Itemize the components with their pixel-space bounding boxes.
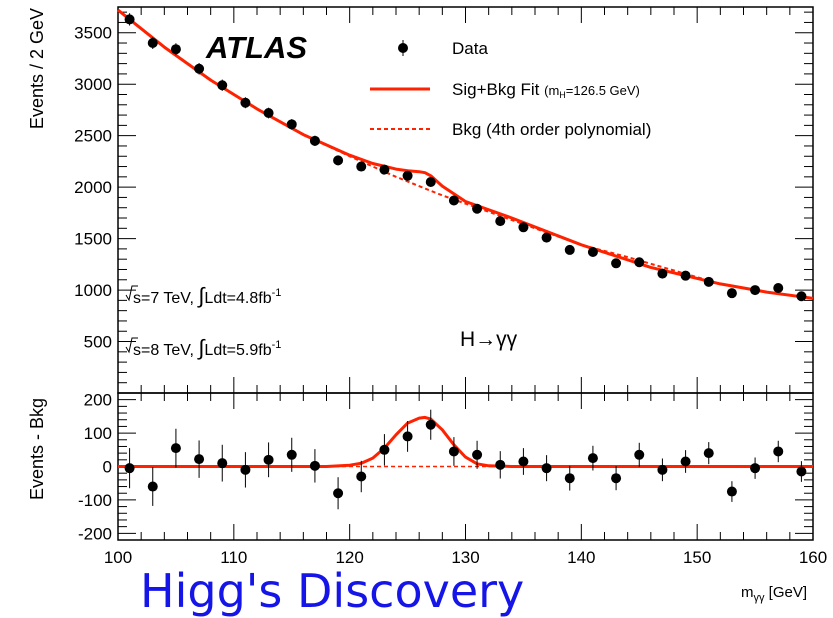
data-point [634,449,645,460]
y-tick-label: 3500 [74,24,112,43]
data-point [495,216,506,227]
y-tick-label: 500 [84,333,112,352]
data-point [194,63,205,74]
data-point [124,463,135,474]
data-point [680,456,691,467]
data-point [796,466,807,477]
data-point [750,285,761,296]
data-point [309,460,320,471]
x-tick-label: 160 [799,548,827,567]
data-point [703,448,714,459]
data-point [217,458,228,469]
data-point [611,473,622,484]
legend-data-label: Data [452,39,488,58]
y-tick-label: 2000 [74,178,112,197]
data-point [124,14,135,25]
x-tick-label: 100 [104,548,132,567]
y-tick-label: -100 [78,491,112,510]
data-point [726,288,737,299]
data-point [587,453,598,464]
slide-caption: Higg's Discovery [140,564,525,618]
data-point [333,155,344,166]
y-axis-title: Events / 2 GeV [27,8,47,129]
data-point [518,222,529,233]
data-point [773,446,784,457]
data-point [680,270,691,281]
y-tick-label: 100 [84,424,112,443]
data-point [240,464,251,475]
data-point [634,257,645,268]
data-point [286,119,297,130]
sqrt-symbol [125,337,138,354]
data-point [472,203,483,214]
data-point [379,444,390,455]
data-point [773,283,784,294]
data-point [796,291,807,302]
data-point [518,456,529,467]
data-point [541,232,552,243]
data-point [147,38,158,49]
data-point [726,486,737,497]
data-point [356,471,367,482]
experiment-label: ATLAS [205,30,307,65]
data-point [217,80,228,91]
data-point [750,463,761,474]
data-point [356,161,367,172]
data-point [402,170,413,181]
x-tick-label: 140 [567,548,595,567]
x-axis-title: mγγ [GeV] [741,584,807,604]
data-point [657,268,668,279]
data-point [402,431,413,442]
luminosity-text: s=8 TeV, ∫Ldt=5.9fb-1 [133,335,281,360]
y-axis-title: Events - Bkg [27,398,47,500]
data-point [170,443,181,454]
data-point [309,135,320,146]
y-tick-label: 2500 [74,127,112,146]
luminosity-text: s=7 TeV, ∫Ldt=4.8fb-1 [133,283,281,308]
data-point [611,258,622,269]
data-point [587,246,598,257]
data-point [425,419,436,430]
y-tick-label: 1500 [74,230,112,249]
data-point [448,446,459,457]
data-point [564,244,575,255]
data-point [147,481,158,492]
x-tick-label: 130 [451,548,479,567]
data-point [379,164,390,175]
x-tick-label: 120 [335,548,363,567]
data-point [170,44,181,55]
data-point [657,464,668,475]
y-tick-label: 3000 [74,75,112,94]
data-point [472,449,483,460]
y-tick-label: 1000 [74,281,112,300]
x-tick-label: 110 [220,548,247,567]
legend-data-marker [398,43,408,53]
data-point [448,195,459,206]
y-tick-label: -200 [78,524,112,543]
x-tick-label: 150 [683,548,711,567]
luminosity-annotation: s=7 TeV, ∫Ldt=4.8fb-1 [125,283,281,308]
data-point [564,473,575,484]
data-point [425,176,436,187]
channel-label: H→γγ [460,328,518,351]
data-point [333,488,344,499]
y-tick-label: 200 [84,391,112,410]
legend-bkg-label: Bkg (4th order polynomial) [452,120,651,139]
data-point [263,108,274,119]
data-point [541,463,552,474]
data-point [286,449,297,460]
luminosity-annotation: s=8 TeV, ∫Ldt=5.9fb-1 [125,335,281,360]
data-point [263,454,274,465]
residual-fit-curve [118,415,813,468]
y-tick-label: 0 [103,458,112,477]
data-point [194,454,205,465]
data-point [495,459,506,470]
data-point [240,97,251,108]
legend-fit-label: Sig+Bkg Fit (mH=126.5 GeV) [452,80,640,100]
data-point [703,276,714,287]
sqrt-symbol [125,285,138,302]
